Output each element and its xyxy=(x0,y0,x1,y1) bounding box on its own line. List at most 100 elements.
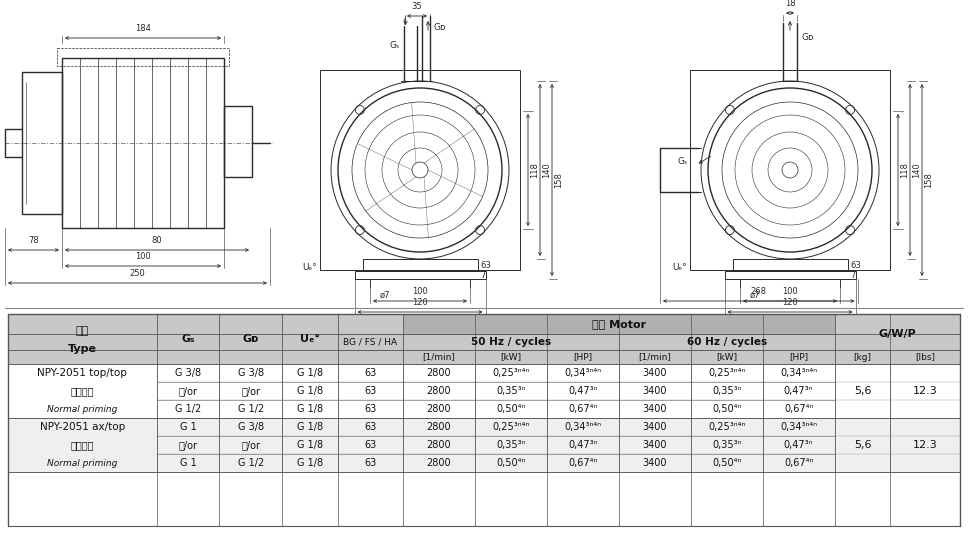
Text: 2800: 2800 xyxy=(427,422,451,432)
Bar xyxy=(690,400,763,418)
Text: 0,50⁴ⁿ: 0,50⁴ⁿ xyxy=(496,404,526,414)
Text: 35: 35 xyxy=(411,2,422,11)
Bar xyxy=(403,400,474,418)
Bar xyxy=(220,382,282,400)
Bar xyxy=(891,364,960,418)
Bar xyxy=(474,454,547,472)
Bar xyxy=(619,382,690,400)
Text: NPY-2051 ax/top: NPY-2051 ax/top xyxy=(40,422,125,432)
Text: [kW]: [kW] xyxy=(716,353,738,361)
Text: 158: 158 xyxy=(924,172,933,188)
Text: ø7: ø7 xyxy=(750,291,760,300)
Text: 12.3: 12.3 xyxy=(913,386,938,396)
Bar xyxy=(690,418,763,436)
Text: Type: Type xyxy=(68,344,97,354)
Bar xyxy=(403,350,474,364)
Bar xyxy=(157,382,220,400)
Text: Normal priming: Normal priming xyxy=(47,404,117,414)
Bar xyxy=(891,418,960,472)
Bar xyxy=(619,334,834,350)
Bar xyxy=(282,454,338,472)
Text: 63: 63 xyxy=(364,458,377,468)
Text: 0,35³ⁿ: 0,35³ⁿ xyxy=(496,386,526,396)
Bar xyxy=(724,271,856,279)
Bar xyxy=(891,350,960,364)
Bar xyxy=(474,400,547,418)
Text: 0,47³ⁿ: 0,47³ⁿ xyxy=(568,386,597,396)
Text: 2800: 2800 xyxy=(427,440,451,450)
Text: BG / FS / HA: BG / FS / HA xyxy=(344,338,397,347)
Text: [lbs]: [lbs] xyxy=(915,353,935,361)
Text: 0,47³ⁿ: 0,47³ⁿ xyxy=(784,440,813,450)
Text: 63: 63 xyxy=(850,260,861,269)
Text: 0,25³ⁿ⁴ⁿ: 0,25³ⁿ⁴ⁿ xyxy=(708,368,745,378)
Text: G 1/8: G 1/8 xyxy=(297,440,323,450)
Bar xyxy=(690,382,763,400)
Bar xyxy=(619,418,690,436)
Bar xyxy=(282,382,338,400)
Text: G 1/8: G 1/8 xyxy=(297,386,323,396)
Bar xyxy=(690,436,763,454)
Text: 或/or: 或/or xyxy=(178,386,197,396)
Text: Uₑ°: Uₑ° xyxy=(300,334,319,344)
Bar xyxy=(547,454,619,472)
Bar xyxy=(338,350,403,364)
Text: Gₛ: Gₛ xyxy=(390,42,400,51)
Bar xyxy=(763,382,834,400)
Bar xyxy=(547,436,619,454)
Bar xyxy=(403,334,619,350)
Bar xyxy=(547,382,619,400)
Text: 80: 80 xyxy=(152,236,163,245)
Text: 63: 63 xyxy=(364,404,377,414)
Bar xyxy=(8,418,960,472)
Bar xyxy=(282,314,338,364)
Text: 268: 268 xyxy=(751,287,767,296)
Text: 0,50⁴ⁿ: 0,50⁴ⁿ xyxy=(711,404,741,414)
Bar xyxy=(690,70,890,270)
Text: G 3/8: G 3/8 xyxy=(175,368,201,378)
Text: 0,34³ⁿ⁴ⁿ: 0,34³ⁿ⁴ⁿ xyxy=(780,368,817,378)
Bar xyxy=(403,314,834,334)
Bar xyxy=(474,418,547,436)
Text: 或/or: 或/or xyxy=(178,440,197,450)
Bar xyxy=(834,350,891,364)
Text: 63: 63 xyxy=(364,440,377,450)
Bar xyxy=(763,350,834,364)
Bar xyxy=(22,72,62,214)
Bar xyxy=(403,436,474,454)
Text: 馬達 Motor: 馬達 Motor xyxy=(591,319,646,329)
Bar xyxy=(220,418,282,436)
Text: G 1/8: G 1/8 xyxy=(297,422,323,432)
Text: 63: 63 xyxy=(364,368,377,378)
Bar xyxy=(619,454,690,472)
Bar xyxy=(220,314,282,364)
Bar xyxy=(220,436,282,454)
Text: G 1/8: G 1/8 xyxy=(297,458,323,468)
Bar xyxy=(547,364,619,382)
Bar xyxy=(338,364,403,382)
Text: G 3/8: G 3/8 xyxy=(237,422,263,432)
Text: 2800: 2800 xyxy=(427,404,451,414)
Bar xyxy=(282,436,338,454)
Text: 0,34³ⁿ⁴ⁿ: 0,34³ⁿ⁴ⁿ xyxy=(780,422,817,432)
Text: 140: 140 xyxy=(542,162,551,178)
Text: 0,25³ⁿ⁴ⁿ: 0,25³ⁿ⁴ⁿ xyxy=(492,368,529,378)
Bar xyxy=(157,436,220,454)
Bar xyxy=(338,436,403,454)
Bar xyxy=(763,364,834,382)
Text: Gᴅ: Gᴅ xyxy=(802,33,814,43)
Text: 一級吸入: 一級吸入 xyxy=(71,386,94,396)
Text: 0,35³ⁿ: 0,35³ⁿ xyxy=(711,386,741,396)
Text: G 1/2: G 1/2 xyxy=(237,458,263,468)
Text: 78: 78 xyxy=(28,236,39,245)
Bar xyxy=(619,400,690,418)
Bar xyxy=(8,314,157,364)
Text: G 1/8: G 1/8 xyxy=(297,404,323,414)
Bar xyxy=(282,314,338,364)
Bar xyxy=(619,436,690,454)
Text: 63: 63 xyxy=(480,260,491,269)
Bar xyxy=(733,259,848,271)
Bar xyxy=(763,400,834,418)
Bar xyxy=(157,364,220,382)
Text: G 1/2: G 1/2 xyxy=(175,404,201,414)
